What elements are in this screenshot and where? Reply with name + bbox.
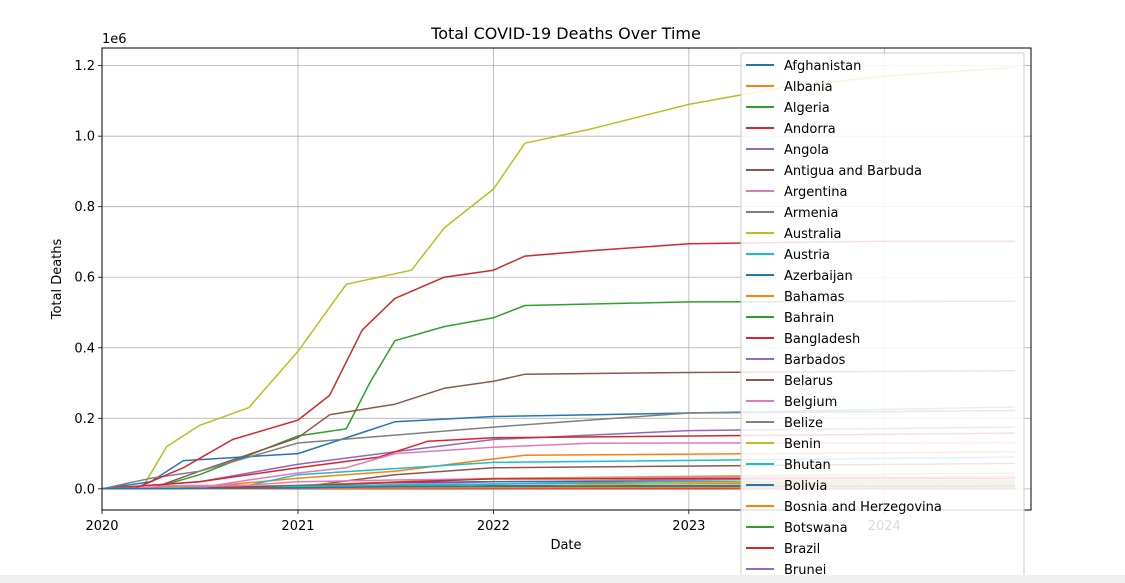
legend-label-barbados: Barbados xyxy=(784,353,846,368)
legend-label-bolivia: Bolivia xyxy=(784,479,827,494)
legend-label-belize: Belize xyxy=(784,416,823,431)
y-tick-label: 0.8 xyxy=(74,200,95,215)
legend-label-armenia: Armenia xyxy=(784,206,839,221)
legend-label-bosnia-and-herzegovina: Bosnia and Herzegovina xyxy=(784,500,942,515)
y-axis-label: Total Deaths xyxy=(50,238,65,320)
x-tick-label: 2023 xyxy=(672,519,705,534)
legend-box xyxy=(740,52,1025,583)
series-line-unlisted xyxy=(101,406,1015,490)
legend-label-australia: Australia xyxy=(784,227,842,242)
legend-label-argentina: Argentina xyxy=(784,185,847,200)
chart-title: Total COVID-19 Deaths Over Time xyxy=(430,24,701,43)
legend-label-angola: Angola xyxy=(784,143,829,158)
x-tick-label: 2022 xyxy=(477,519,510,534)
legend-label-austria: Austria xyxy=(784,248,830,263)
legend-label-botswana: Botswana xyxy=(784,521,848,536)
legend-label-brunei: Brunei xyxy=(784,563,826,578)
series-line-unlisted xyxy=(102,369,1015,490)
legend-label-bhutan: Bhutan xyxy=(784,458,831,473)
legend-label-albania: Albania xyxy=(784,80,833,95)
x-tick-label: 2021 xyxy=(281,519,314,534)
legend-label-belarus: Belarus xyxy=(784,374,833,389)
legend-label-algeria: Algeria xyxy=(784,101,830,116)
plot-frame xyxy=(101,47,1032,511)
x-axis-label: Date xyxy=(550,538,581,553)
legend-label-belgium: Belgium xyxy=(784,395,837,410)
y-tick-label: 1.2 xyxy=(74,59,95,74)
legend-label-afghanistan: Afghanistan xyxy=(784,59,861,74)
series-line-unlisted xyxy=(102,66,1015,490)
series-line-unlisted xyxy=(101,432,1015,490)
legend-label-bahrain: Bahrain xyxy=(784,311,834,326)
legend-label-andorra: Andorra xyxy=(784,122,836,137)
legend-label-bahamas: Bahamas xyxy=(784,290,845,305)
x-tick-label: 2020 xyxy=(85,519,118,534)
legend-label-brazil: Brazil xyxy=(784,542,820,557)
legend-label-antigua-and-barbuda: Antigua and Barbuda xyxy=(784,164,922,179)
y-tick-label: 0.2 xyxy=(74,412,95,427)
legend: Afghanistan Albania Algeria Andorra Angola An… xyxy=(740,52,1025,583)
y-tick-label: 0.6 xyxy=(74,271,95,286)
window-status-bar xyxy=(0,575,1125,583)
legend-label-benin: Benin xyxy=(784,437,821,452)
series-line-unlisted xyxy=(102,300,1015,490)
series-line-belgium xyxy=(102,476,1015,490)
y-axis-ticks: 0.0 0.2 0.4 0.6 0.8 1.0 1.2 xyxy=(74,59,102,497)
legend-label-bangladesh: Bangladesh xyxy=(784,332,860,347)
legend-label-azerbaijan: Azerbaijan xyxy=(784,269,853,284)
series-line-brazil xyxy=(102,240,1015,490)
y-axis-offset-label: 1e6 xyxy=(102,32,127,47)
y-tick-label: 0.4 xyxy=(74,341,95,356)
y-tick-label: 1.0 xyxy=(74,130,95,145)
series-line-unlisted xyxy=(101,409,1015,490)
y-tick-label: 0.0 xyxy=(74,482,95,497)
